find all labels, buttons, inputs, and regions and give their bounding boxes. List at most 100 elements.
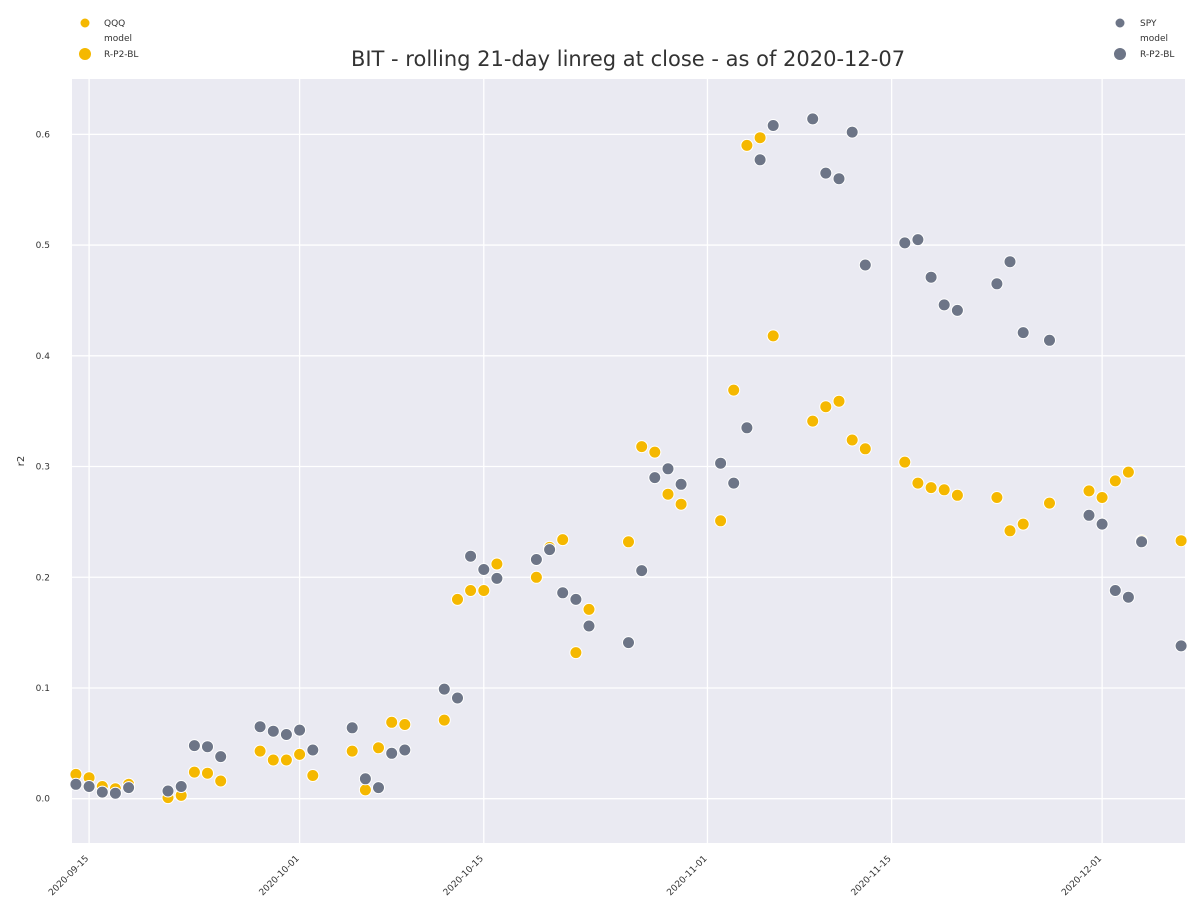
point-qqq (569, 646, 583, 660)
point-qqq (306, 769, 320, 782)
y-tick-label: 0.6 (36, 130, 51, 140)
point-qqq (990, 491, 1004, 504)
point-spy (635, 564, 649, 578)
point-spy (490, 571, 504, 585)
point-spy (464, 549, 478, 563)
point-spy (1082, 508, 1096, 522)
point-spy (858, 258, 872, 272)
point-spy (1121, 590, 1135, 604)
point-spy (845, 125, 859, 139)
legend-label-r-p2-bl-left: R-P2-BL (104, 50, 138, 60)
point-spy (740, 421, 754, 435)
legend-label-spy: SPY (1140, 19, 1157, 29)
legend-title-model-left: model (104, 34, 132, 44)
x-tick-label: 2020-11-15 (850, 854, 894, 898)
legend-right: SPY model R-P2-BL (1113, 17, 1174, 61)
point-qqq (845, 433, 859, 447)
legend-marker-qqq (79, 17, 91, 29)
legend-marker-r-p2-bl-right (1113, 47, 1127, 61)
point-spy (1016, 326, 1030, 340)
y-axis-label: r2 (16, 456, 27, 466)
point-qqq (950, 488, 964, 502)
point-qqq (858, 442, 872, 456)
point-spy (582, 619, 596, 633)
point-spy (1108, 584, 1122, 597)
data-points (69, 112, 1188, 805)
point-qqq (358, 783, 372, 797)
y-tick-label: 0.3 (36, 463, 50, 473)
point-spy (819, 166, 833, 180)
series-qqq (69, 131, 1188, 805)
plot-background (72, 79, 1185, 843)
point-spy (253, 720, 267, 734)
grid (72, 79, 1185, 843)
point-spy (529, 553, 543, 566)
point-qqq (385, 715, 399, 729)
point-qqq (451, 592, 464, 606)
point-qqq (819, 400, 833, 414)
point-qqq (766, 329, 780, 343)
point-qqq (214, 774, 228, 788)
point-spy (806, 112, 820, 126)
point-spy (108, 786, 122, 800)
point-qqq (806, 414, 820, 428)
point-qqq (924, 481, 938, 495)
point-spy (924, 270, 938, 284)
point-qqq (898, 455, 912, 469)
point-qqq (372, 741, 385, 755)
x-tick-label: 2020-12-01 (1060, 854, 1104, 898)
point-spy (674, 477, 688, 491)
point-spy (661, 462, 675, 476)
point-spy (372, 781, 385, 795)
point-spy (832, 172, 846, 186)
point-qqq (490, 557, 504, 571)
point-qqq (622, 535, 635, 549)
point-qqq (437, 713, 451, 727)
point-spy (266, 724, 280, 738)
point-qqq (674, 497, 688, 511)
point-qqq (1082, 484, 1096, 498)
point-spy (648, 471, 662, 485)
point-qqq (266, 753, 280, 767)
point-spy (1135, 535, 1149, 549)
point-spy (174, 780, 188, 793)
point-qqq (740, 138, 754, 152)
point-qqq (937, 483, 951, 497)
point-qqq (753, 131, 767, 145)
y-tick-label: 0.2 (36, 573, 50, 583)
point-spy (898, 236, 912, 250)
legend-marker-spy (1114, 17, 1126, 29)
point-qqq (279, 753, 293, 767)
point-qqq (714, 514, 728, 528)
legend-title-model-right: model (1140, 34, 1168, 44)
series-spy (69, 112, 1188, 800)
x-tick-label: 2020-11-01 (665, 854, 709, 898)
point-qqq (1016, 517, 1030, 531)
point-qqq (398, 718, 412, 731)
y-tick-label: 0.1 (36, 684, 50, 694)
x-ticks: 2020-09-15 2020-10-01 2020-10-15 2020-11-01… (47, 854, 1104, 898)
point-spy (122, 781, 136, 795)
point-spy (385, 746, 399, 760)
point-qqq (293, 747, 307, 761)
point-spy (398, 743, 412, 757)
point-qqq (1121, 465, 1135, 479)
point-spy (95, 785, 109, 799)
point-spy (950, 303, 964, 317)
legend-label-r-p2-bl-right: R-P2-BL (1140, 50, 1174, 60)
point-qqq (201, 766, 214, 780)
point-spy (714, 456, 728, 470)
point-qqq (529, 570, 543, 584)
point-qqq (253, 744, 267, 758)
y-tick-label: 0.5 (36, 241, 50, 251)
point-qqq (1043, 496, 1056, 510)
point-spy (1003, 255, 1017, 269)
y-ticks: 0.0 0.1 0.2 0.3 0.4 0.5 0.6 (36, 130, 51, 804)
point-spy (293, 723, 307, 737)
x-tick-label: 2020-09-15 (47, 854, 91, 898)
point-qqq (635, 440, 649, 454)
point-spy (911, 233, 925, 247)
point-spy (201, 740, 214, 754)
point-spy (937, 298, 951, 312)
point-spy (345, 721, 359, 735)
